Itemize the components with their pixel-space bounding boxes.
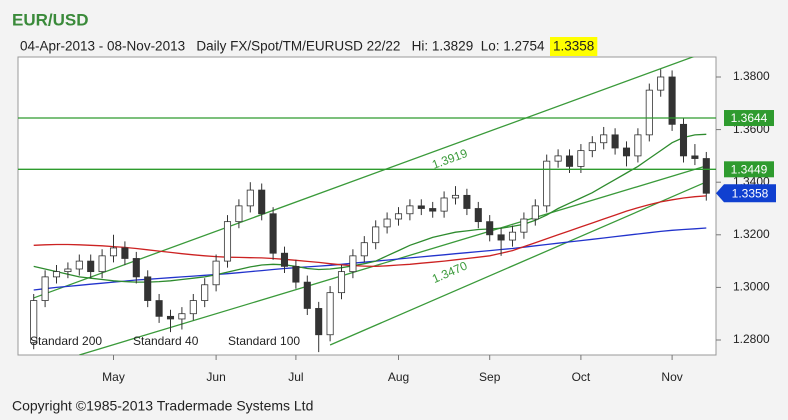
chart-title: EUR/USD — [12, 10, 89, 29]
level-tag-label: 1.3449 — [731, 162, 768, 176]
candle-body — [463, 194, 471, 209]
candle-body — [634, 134, 642, 157]
x-tick-label: Jun — [206, 370, 225, 384]
candle-body — [702, 158, 710, 194]
candle-body — [41, 276, 49, 301]
x-tick-label: Aug — [388, 370, 409, 384]
y-tick-label: 1.3800 — [733, 69, 770, 83]
candle-body — [52, 271, 61, 278]
candle-body — [394, 213, 403, 220]
last-tag — [716, 184, 776, 203]
last-highlight — [550, 37, 598, 56]
candle-body — [269, 213, 277, 254]
candle-body — [657, 76, 665, 91]
trendline — [329, 181, 707, 346]
y-tick-label: 1.2800 — [733, 332, 770, 346]
candle-body — [223, 221, 232, 262]
candle-body — [360, 242, 368, 257]
candle-body — [372, 226, 380, 244]
candle-body — [212, 260, 220, 286]
candle-body — [166, 315, 175, 320]
candle-body — [611, 134, 619, 149]
y-tick-label: 1.3000 — [733, 280, 770, 294]
candle-body — [98, 255, 106, 273]
candle-body — [474, 208, 482, 223]
y-tick-label: 1.3200 — [733, 227, 770, 241]
candle-body — [189, 300, 197, 315]
trendline — [33, 57, 695, 299]
x-tick-label: Sep — [479, 370, 501, 384]
candle-body — [588, 142, 596, 152]
candle-body — [554, 155, 562, 162]
candle-body — [303, 281, 311, 309]
candle-body — [645, 89, 653, 136]
copyright: Copyright ©1985-2013 Tradermade Systems … — [12, 398, 313, 414]
candle-body — [121, 247, 129, 259]
x-tick-label: Jul — [288, 370, 303, 384]
candle-body — [417, 205, 425, 209]
candle-body — [280, 252, 289, 267]
candle-body — [201, 284, 209, 301]
level-tag-label: 1.3644 — [731, 111, 768, 125]
candle-body — [144, 276, 152, 301]
candle-body — [315, 308, 323, 336]
candle-body — [565, 155, 574, 167]
candle-body — [337, 271, 346, 294]
candle-body — [668, 76, 676, 125]
candle-body — [292, 265, 300, 283]
candle-body — [451, 194, 460, 199]
last-value: 1.3358 — [553, 39, 594, 54]
candle-body — [622, 147, 631, 157]
level-tag — [724, 110, 774, 127]
plot-area — [17, 56, 717, 356]
legend-entry: Standard 40 — [133, 334, 199, 348]
candle-body — [508, 231, 517, 241]
candle-body — [246, 189, 254, 207]
candle-body — [497, 234, 505, 241]
legend-entry: Standard 100 — [228, 334, 300, 348]
candle-body — [679, 123, 688, 157]
candle-body — [87, 260, 95, 273]
x-tick-label: Nov — [661, 370, 682, 384]
legend-entry: Standard 200 — [30, 334, 102, 348]
candle-body — [235, 205, 243, 223]
moving-average — [33, 195, 707, 268]
chart-subtitle: 04-Apr-2013 - 08-Nov-2013 Daily FX/Spot/… — [20, 39, 545, 54]
trendline — [79, 165, 707, 355]
level-tag — [724, 161, 774, 178]
x-tick-label: Oct — [572, 370, 591, 384]
candle-body — [132, 258, 140, 278]
candle-body — [543, 160, 551, 207]
candle-body — [75, 260, 83, 270]
candle-body — [691, 155, 699, 159]
candle-body — [486, 221, 494, 236]
candle-body — [349, 255, 357, 273]
candle-body — [326, 292, 334, 336]
candle-body — [30, 300, 38, 344]
last-tag-label: 1.3358 — [732, 186, 769, 200]
candle-body — [258, 189, 266, 215]
candle-body — [383, 218, 391, 228]
candle-body — [440, 197, 448, 212]
x-tick-label: May — [102, 370, 125, 384]
candle-body — [429, 208, 437, 212]
candle-body — [178, 313, 186, 320]
candle-body — [531, 205, 539, 220]
candle-body — [520, 218, 528, 233]
candle-body — [109, 247, 118, 257]
candle-body — [406, 205, 414, 215]
candle-body — [155, 300, 163, 317]
candle-body — [64, 268, 72, 273]
candle-body — [577, 150, 585, 167]
candle-body — [600, 134, 608, 144]
